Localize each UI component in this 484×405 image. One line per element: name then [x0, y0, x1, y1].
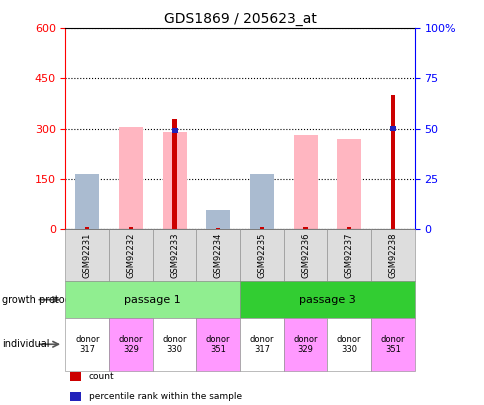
Text: GSM92232: GSM92232	[126, 232, 135, 278]
Bar	[389, 126, 395, 131]
Title: GDS1869 / 205623_at: GDS1869 / 205623_at	[163, 12, 316, 26]
Bar	[206, 211, 230, 229]
Bar	[249, 174, 273, 229]
Text: donor
330: donor 330	[336, 335, 361, 354]
Text: donor
351: donor 351	[206, 335, 230, 354]
Text: GSM92238: GSM92238	[388, 232, 396, 278]
Text: growth protocol: growth protocol	[2, 295, 79, 305]
Bar	[336, 139, 361, 229]
Text: donor
329: donor 329	[119, 335, 143, 354]
Bar	[119, 127, 143, 229]
Bar	[303, 227, 307, 229]
Text: donor
317: donor 317	[249, 335, 273, 354]
Bar	[347, 227, 350, 229]
Text: donor
330: donor 330	[162, 335, 186, 354]
Bar	[129, 227, 133, 229]
Bar	[162, 132, 186, 229]
Bar	[85, 227, 89, 229]
Bar	[390, 95, 394, 229]
Bar	[75, 179, 99, 229]
Text: GSM92231: GSM92231	[83, 232, 91, 278]
Bar	[293, 135, 317, 229]
Text: GSM92235: GSM92235	[257, 232, 266, 278]
Text: GSM92237: GSM92237	[344, 232, 353, 278]
Bar	[259, 227, 263, 229]
Bar	[216, 228, 220, 229]
Text: GSM92236: GSM92236	[301, 232, 309, 278]
Bar	[75, 174, 99, 229]
Text: GSM92233: GSM92233	[170, 232, 179, 278]
Text: donor
317: donor 317	[75, 335, 99, 354]
Text: donor
351: donor 351	[380, 335, 404, 354]
Text: passage 1: passage 1	[124, 295, 181, 305]
Bar	[171, 128, 177, 133]
Text: passage 3: passage 3	[298, 295, 355, 305]
Text: donor
329: donor 329	[293, 335, 317, 354]
Text: individual: individual	[2, 339, 50, 349]
Bar	[172, 119, 176, 229]
Text: GSM92234: GSM92234	[213, 232, 222, 278]
Text: count: count	[89, 372, 114, 381]
Text: percentile rank within the sample: percentile rank within the sample	[89, 392, 242, 401]
Bar	[249, 174, 273, 229]
